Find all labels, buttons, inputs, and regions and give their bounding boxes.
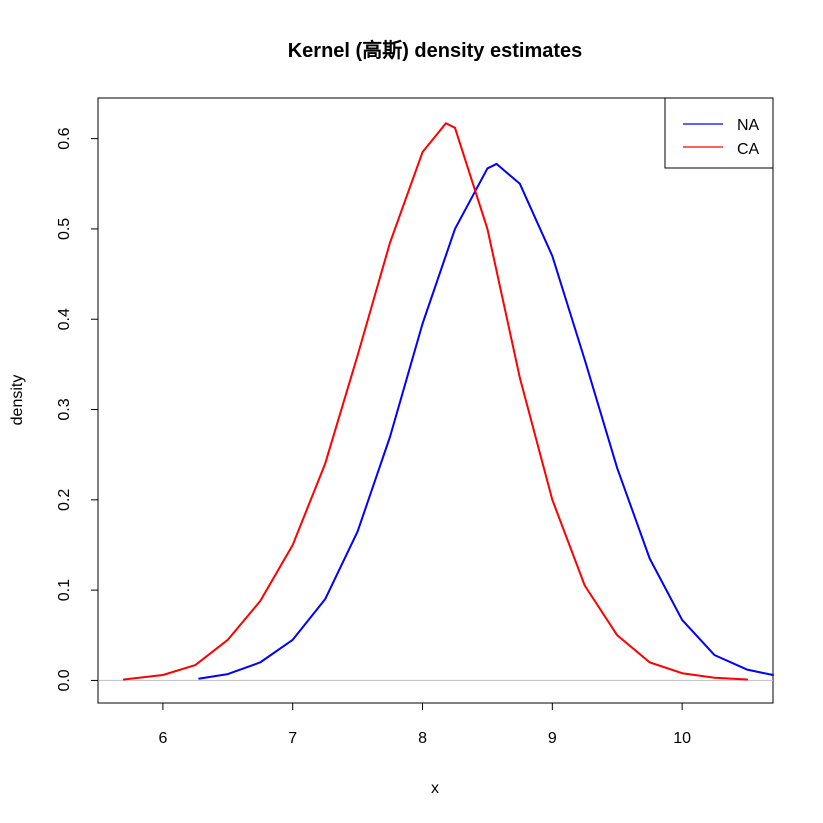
legend-box bbox=[664, 97, 774, 169]
series-line-ca bbox=[122, 122, 749, 681]
legend-label-na: NA bbox=[737, 117, 760, 134]
y-tick-label: 0.6 bbox=[56, 127, 73, 149]
y-tick-label: 0.1 bbox=[56, 579, 73, 601]
x-tick-label: 6 bbox=[158, 730, 167, 747]
y-tick-label: 0.2 bbox=[56, 489, 73, 511]
y-axis-label: density bbox=[9, 375, 26, 426]
series-layer bbox=[122, 122, 774, 681]
y-tick-label: 0.3 bbox=[56, 398, 73, 420]
y-tick-label: 0.4 bbox=[56, 308, 73, 330]
y-tick-label: 0.5 bbox=[56, 218, 73, 240]
plot-frame bbox=[97, 97, 774, 704]
series-line-na bbox=[198, 162, 774, 680]
legend: NA CA bbox=[664, 97, 774, 169]
x-axis-label: x bbox=[431, 780, 439, 797]
x-tick-label: 9 bbox=[548, 730, 557, 747]
chart-title: Kernel (高斯) density estimates bbox=[288, 38, 583, 62]
x-axis: 6 7 8 9 10 bbox=[158, 702, 691, 747]
y-tick-label: 0.0 bbox=[56, 669, 73, 691]
legend-label-ca: CA bbox=[737, 141, 760, 158]
x-tick-label: 7 bbox=[288, 730, 297, 747]
y-axis: 0.0 0.1 0.2 0.3 0.4 0.5 0.6 bbox=[56, 127, 99, 692]
x-tick-label: 8 bbox=[418, 730, 427, 747]
x-tick-label: 10 bbox=[673, 730, 691, 747]
